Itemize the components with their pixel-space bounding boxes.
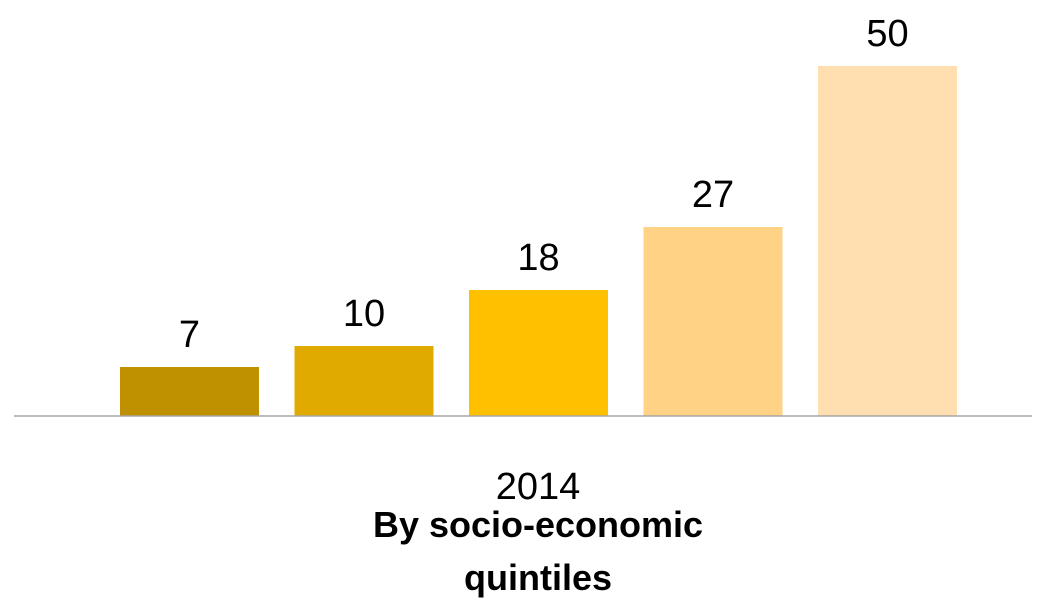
bar-2 (294, 346, 434, 416)
x-axis-label-line-2: quintiles (464, 557, 612, 598)
x-tick-label: 2014 (496, 466, 581, 508)
data-label-2: 10 (343, 293, 385, 335)
bar-5 (818, 66, 957, 416)
bar-3 (469, 290, 608, 416)
x-axis-label-line-1: By socio-economic (373, 504, 703, 545)
bars-group (120, 66, 957, 416)
data-labels-group: 7 10 18 27 50 (179, 13, 909, 356)
data-label-3: 18 (517, 237, 559, 279)
bar-4 (643, 227, 783, 416)
data-label-5: 50 (866, 13, 908, 55)
bar-1 (120, 367, 259, 416)
data-label-4: 27 (692, 174, 734, 216)
data-label-1: 7 (179, 314, 200, 356)
